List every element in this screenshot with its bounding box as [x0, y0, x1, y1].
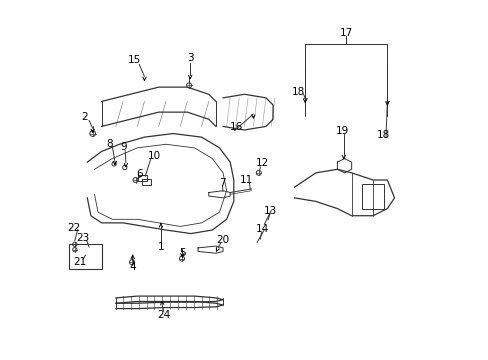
Text: 23: 23 — [76, 233, 89, 243]
Text: 3: 3 — [186, 53, 193, 63]
Text: 18: 18 — [291, 87, 305, 97]
Text: 21: 21 — [73, 257, 86, 267]
Text: 1: 1 — [157, 242, 164, 252]
Text: 15: 15 — [128, 55, 141, 65]
Text: 22: 22 — [67, 223, 81, 233]
Text: 14: 14 — [255, 224, 268, 234]
Bar — [69, 244, 102, 269]
Text: 11: 11 — [240, 175, 253, 185]
Text: 17: 17 — [339, 28, 352, 38]
Text: 13: 13 — [264, 206, 277, 216]
Text: 19: 19 — [335, 126, 348, 136]
Text: 2: 2 — [81, 112, 88, 122]
Text: 10: 10 — [147, 151, 161, 161]
Text: 6: 6 — [136, 169, 142, 179]
Text: 20: 20 — [216, 235, 229, 245]
Text: 8: 8 — [106, 139, 113, 149]
Text: 7: 7 — [219, 178, 225, 188]
Bar — [138, 175, 147, 181]
Text: 4: 4 — [129, 262, 135, 272]
Text: 9: 9 — [121, 143, 127, 153]
Text: 16: 16 — [229, 122, 243, 132]
Text: 24: 24 — [157, 310, 170, 320]
Text: 18: 18 — [376, 130, 389, 140]
Text: 12: 12 — [255, 158, 268, 168]
Bar — [362, 184, 383, 208]
Text: 5: 5 — [179, 248, 185, 257]
Bar — [142, 179, 150, 185]
